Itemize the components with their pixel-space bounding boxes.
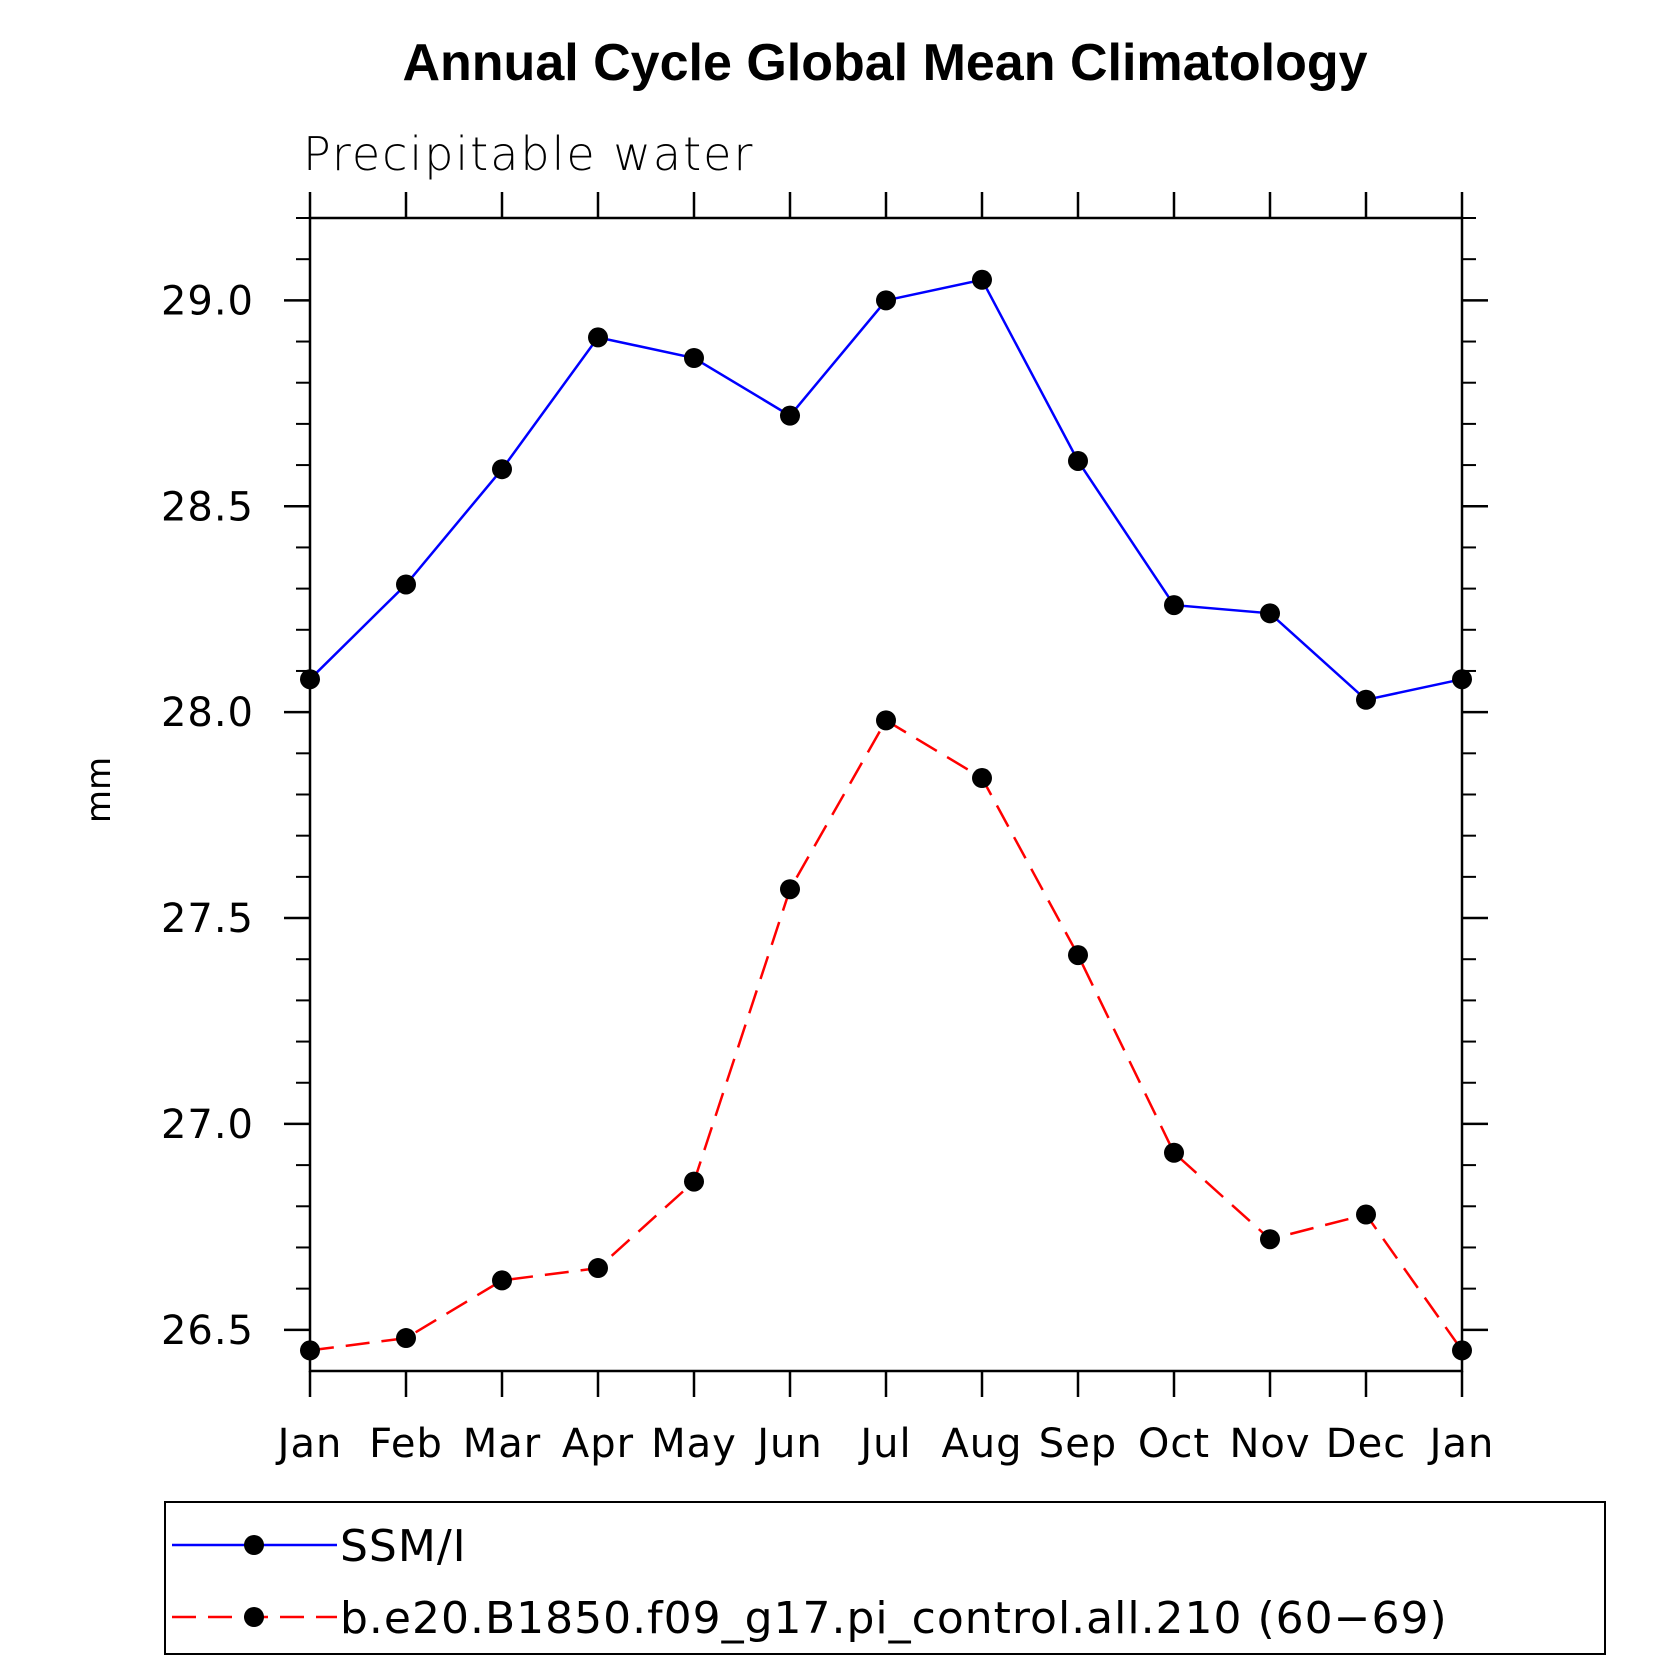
y-tick-label: 28.0 xyxy=(161,690,254,736)
x-tick-label: Feb xyxy=(369,1421,443,1467)
x-tick-label: Aug xyxy=(941,1421,1022,1467)
y-tick-label: 26.5 xyxy=(161,1308,254,1354)
legend-marker-2 xyxy=(244,1607,264,1627)
y-tick-label: 29.0 xyxy=(161,278,254,324)
data-point xyxy=(1452,1340,1472,1361)
y-axis-label: mm xyxy=(79,757,119,823)
data-point xyxy=(972,269,992,290)
data-point xyxy=(1068,450,1088,471)
x-tick-label: Jan xyxy=(275,1421,343,1467)
data-point xyxy=(1068,945,1088,966)
legend-label-1: SSM/I xyxy=(340,1521,467,1572)
series-line-1 xyxy=(309,278,1463,702)
x-tick-label: Apr xyxy=(562,1421,634,1467)
x-tick-label: Jun xyxy=(754,1421,823,1467)
data-point xyxy=(972,768,992,789)
y-tick-label: 27.0 xyxy=(161,1102,254,1148)
x-tick-label: Jan xyxy=(1427,1421,1495,1467)
data-point xyxy=(492,459,512,480)
data-point xyxy=(396,574,416,595)
data-point xyxy=(1164,1142,1184,1163)
x-tick-label: Nov xyxy=(1229,1421,1310,1467)
data-point xyxy=(1164,595,1184,616)
data-point xyxy=(396,1328,416,1349)
series-layer xyxy=(300,269,1472,1361)
chart-title: Annual Cycle Global Mean Climatology xyxy=(402,34,1367,92)
data-point xyxy=(1260,1229,1280,1250)
data-point xyxy=(588,327,608,348)
data-point xyxy=(876,710,896,731)
legend-box xyxy=(164,1501,1606,1655)
y-tick-label: 28.5 xyxy=(161,484,254,530)
data-point xyxy=(1260,603,1280,624)
x-tick-label: Sep xyxy=(1039,1421,1117,1467)
data-point xyxy=(1356,689,1376,710)
x-tick-label: Jul xyxy=(857,1421,911,1467)
plot-frame xyxy=(308,216,1464,1373)
data-point xyxy=(1356,1204,1376,1225)
plot-axes: Jan Feb Mar Apr May Jun Jul Aug Sep Oct Nov Dec Jan 2… xyxy=(161,192,1495,1467)
data-point xyxy=(780,405,800,426)
legend: SSM/I b.e20.B1850.f09_g17.pi_control.all.… xyxy=(164,1501,1606,1655)
data-point xyxy=(684,348,704,369)
x-tick-label: Dec xyxy=(1326,1421,1406,1467)
x-tick-label: May xyxy=(651,1421,737,1467)
chart-subtitle: Precipitable water xyxy=(303,127,754,181)
data-point xyxy=(588,1258,608,1279)
data-point xyxy=(684,1171,704,1192)
legend-label-2: b.e20.B1850.f09_g17.pi_control.all.210 (… xyxy=(340,1593,1448,1644)
data-point xyxy=(492,1270,512,1291)
legend-marker-1 xyxy=(244,1535,264,1555)
x-tick-label: Oct xyxy=(1138,1421,1210,1467)
data-point xyxy=(876,290,896,311)
data-point xyxy=(300,669,320,690)
series-line-2 xyxy=(309,718,1464,1352)
x-tick-label: Mar xyxy=(463,1421,541,1467)
data-point xyxy=(300,1340,320,1361)
data-point xyxy=(1452,669,1472,690)
y-tick-label: 27.5 xyxy=(161,896,254,942)
data-point xyxy=(780,879,800,900)
